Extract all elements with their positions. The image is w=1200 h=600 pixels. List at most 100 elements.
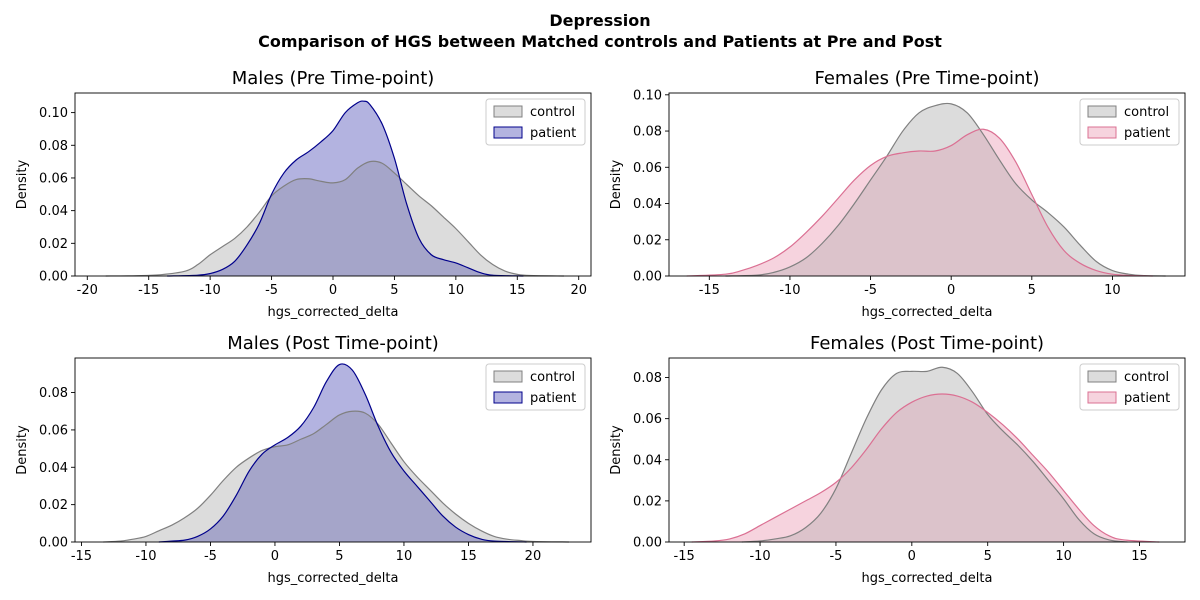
x-tick-label: 10 — [1104, 283, 1121, 298]
patient-density-line — [167, 100, 524, 277]
x-tick-label: 0 — [271, 549, 279, 564]
x-tick-label: -5 — [204, 549, 217, 564]
x-axis-label: hgs_corrected_delta — [268, 305, 399, 320]
y-tick-label: 0.06 — [633, 412, 662, 427]
x-tick-label: -20 — [77, 283, 98, 298]
legend-label-control: control — [1124, 105, 1169, 120]
y-axis-label: Density — [15, 159, 30, 209]
x-tick-label: 15 — [1131, 549, 1148, 564]
x-tick-label: -10 — [200, 283, 221, 298]
legend: control patient — [1079, 363, 1180, 411]
y-tick-label: 0.00 — [39, 270, 68, 285]
panel-title: Females (Pre Time-point) — [814, 68, 1039, 89]
y-tick-label: 0.00 — [39, 536, 68, 551]
legend-swatch-patient — [1087, 126, 1117, 139]
y-tick-label: 0.02 — [39, 498, 68, 513]
legend: control patient — [485, 98, 586, 146]
legend-label-patient: patient — [530, 391, 576, 406]
control-density-line — [105, 160, 564, 277]
y-tick-label: 0.00 — [633, 536, 662, 551]
legend-label-patient: patient — [1124, 126, 1170, 141]
y-tick-label: 0.08 — [39, 386, 68, 401]
x-tick-label: 0 — [908, 549, 916, 564]
y-tick-label: 0.02 — [633, 494, 662, 509]
y-tick-label: 0.08 — [39, 139, 68, 154]
x-tick-label: 15 — [509, 283, 526, 298]
y-tick-label: 0.06 — [39, 171, 68, 186]
x-axis-label: hgs_corrected_delta — [862, 571, 993, 586]
y-tick-label: 0.10 — [633, 88, 662, 103]
x-tick-label: 0 — [329, 283, 337, 298]
y-tick-label: 0.06 — [39, 423, 68, 438]
y-tick-label: 0.04 — [39, 204, 68, 219]
legend: control patient — [1079, 98, 1180, 146]
y-tick-label: 0.10 — [39, 106, 68, 121]
plot-frame — [74, 357, 592, 543]
x-tick-label: -5 — [829, 549, 842, 564]
legend-swatch-patient — [493, 126, 523, 139]
panel-title: Males (Post Time-point) — [227, 333, 439, 354]
legend-swatch-patient — [493, 391, 523, 404]
y-tick-label: 0.08 — [633, 125, 662, 140]
y-tick-label: 0.04 — [39, 461, 68, 476]
overlap-density-fill — [158, 411, 527, 542]
x-tick-label: 5 — [390, 283, 398, 298]
patient-density-line — [158, 363, 527, 543]
y-axis-label: Density — [609, 425, 624, 475]
x-tick-label: 10 — [1055, 549, 1072, 564]
legend-swatch-patient — [1087, 391, 1117, 404]
panel-males-pre: Males (Pre Time-point) -20 -15 -10 -5 0 5 10 15 2… — [15, 68, 592, 320]
plot-frame — [668, 92, 1186, 277]
x-tick-label: -10 — [135, 549, 156, 564]
legend-swatch-control — [1087, 370, 1117, 383]
y-tick-label: 0.02 — [633, 233, 662, 248]
x-axis-label: hgs_corrected_delta — [862, 305, 993, 320]
x-tick-label: -10 — [779, 283, 800, 298]
y-tick-label: 0.02 — [39, 237, 68, 252]
legend-swatch-control — [493, 105, 523, 118]
x-tick-label: -15 — [674, 549, 695, 564]
x-tick-label: 5 — [335, 549, 343, 564]
control-density-line — [103, 410, 570, 543]
panel-title: Females (Post Time-point) — [810, 333, 1044, 354]
y-tick-label: 0.04 — [633, 453, 662, 468]
x-tick-label: 0 — [947, 283, 955, 298]
legend-label-control: control — [530, 370, 575, 385]
x-tick-label: -15 — [699, 283, 720, 298]
x-tick-label: 20 — [525, 549, 542, 564]
overlap-density-fill — [741, 393, 1128, 542]
y-axis-label: Density — [609, 159, 624, 209]
y-tick-label: 0.00 — [633, 270, 662, 285]
legend-label-patient: patient — [530, 126, 576, 141]
panel-females-pre: Females (Pre Time-point) -15 -10 -5 0 5 10 0.00… — [609, 68, 1186, 320]
x-tick-label: -15 — [138, 283, 159, 298]
x-tick-label: 10 — [396, 549, 413, 564]
y-tick-label: 0.06 — [633, 161, 662, 176]
y-tick-label: 0.04 — [633, 197, 662, 212]
legend: control patient — [485, 363, 586, 411]
x-tick-label: -15 — [71, 549, 92, 564]
patient-density-line — [691, 393, 1160, 543]
x-tick-label: 5 — [1028, 283, 1036, 298]
legend-swatch-control — [1087, 105, 1117, 118]
panel-title: Males (Pre Time-point) — [232, 68, 435, 89]
y-tick-label: 0.08 — [633, 371, 662, 386]
plot-frame — [668, 357, 1186, 543]
figure-suptitle-line2: Comparison of HGS between Matched contro… — [258, 32, 942, 51]
legend-label-control: control — [1124, 370, 1169, 385]
legend-swatch-control — [493, 370, 523, 383]
x-tick-label: 20 — [570, 283, 587, 298]
x-tick-label: -5 — [864, 283, 877, 298]
figure-suptitle-line1: Depression — [549, 11, 650, 30]
legend-label-patient: patient — [1124, 391, 1170, 406]
panel-males-post: Males (Post Time-point) -15 -10 -5 0 5 10 15 20 0… — [15, 333, 592, 586]
patient-density-line — [686, 128, 1153, 277]
control-density-line — [725, 102, 1166, 277]
x-tick-label: 15 — [460, 549, 477, 564]
x-tick-label: 5 — [984, 549, 992, 564]
x-axis-label: hgs_corrected_delta — [268, 571, 399, 586]
x-tick-label: -5 — [265, 283, 278, 298]
y-axis-label: Density — [15, 425, 30, 475]
control-density-line — [741, 366, 1128, 543]
